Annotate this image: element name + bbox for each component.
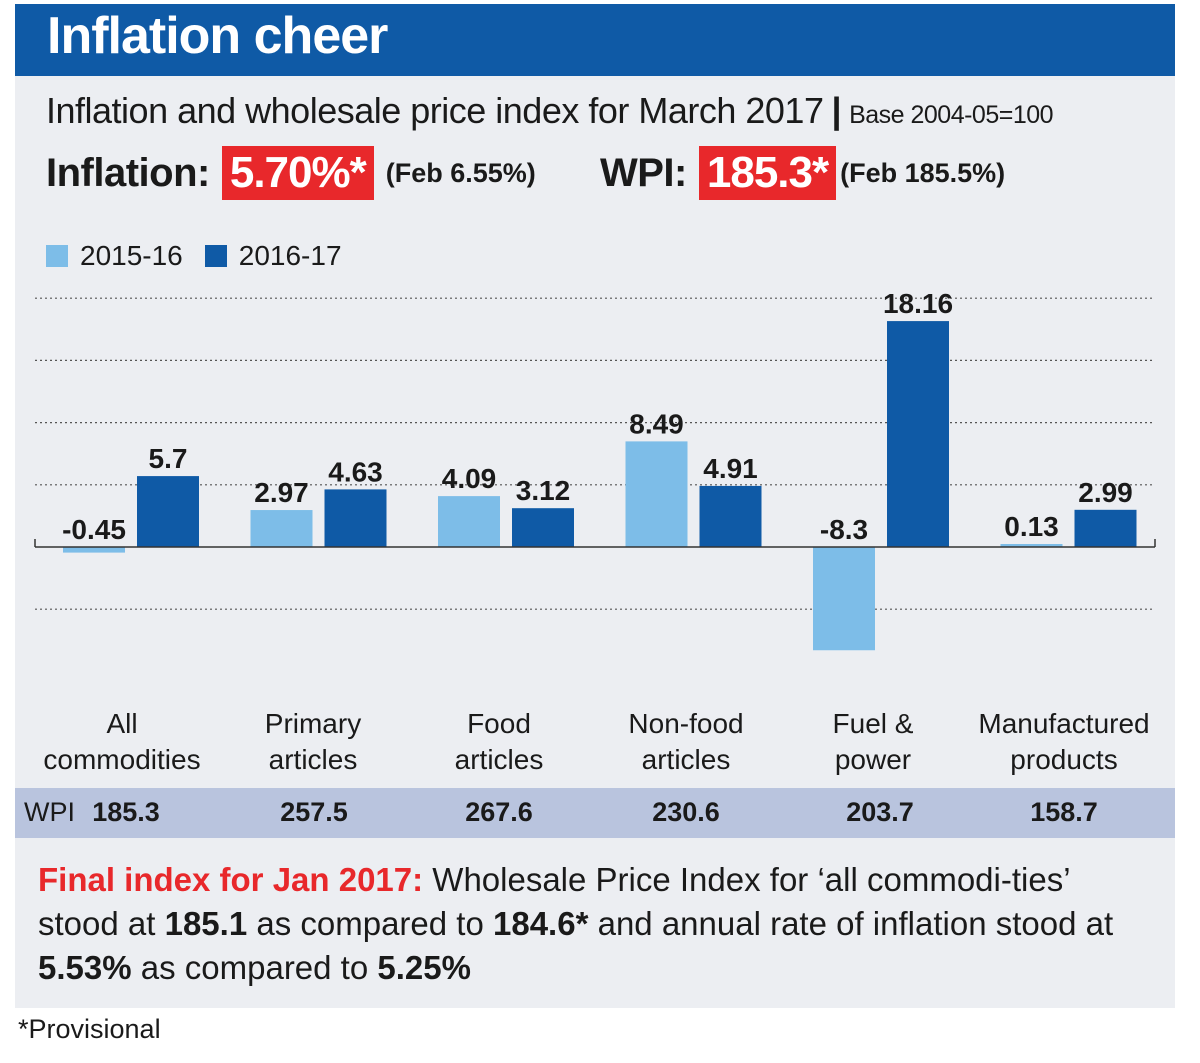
subtitle-text: Inflation and wholesale price index for … <box>46 90 824 131</box>
data-label: 5.7 <box>149 443 188 474</box>
bar-2016-17-0 <box>137 476 199 547</box>
category-label-line: products <box>1010 744 1118 775</box>
chart-panel <box>15 4 1175 1008</box>
wpi-feb-note: (Feb 185.5%) <box>840 157 1006 188</box>
bar-2016-17-2 <box>512 508 574 547</box>
data-label: 2.97 <box>254 477 309 508</box>
final-note-text-3: and annual rate of inflation stood at <box>588 905 1114 942</box>
inflation-kpi: Inflation: 5.70%* (Feb 6.55%) <box>46 146 536 200</box>
base-year-note: Base 2004-05=100 <box>849 101 1054 129</box>
chart-title: Inflation cheer <box>47 7 388 65</box>
data-label: 18.16 <box>883 288 953 319</box>
category-label-line: power <box>834 744 912 775</box>
category-label: All commodities <box>22 706 222 778</box>
final-note-text-4: as compared to <box>131 949 378 986</box>
wpi-kpi: WPI: 185.3* (Feb 185.5%) <box>600 146 1005 200</box>
wpi-kpi-value: 185.3* <box>698 146 837 200</box>
legend-label-2015-16: 2015-16 <box>80 240 183 271</box>
wpi-value: 267.6 <box>465 797 533 827</box>
category-label: Primary articles <box>213 706 413 778</box>
wpi-value: 158.7 <box>1030 797 1098 827</box>
final-note-value-4: 5.25% <box>377 949 471 986</box>
category-label-line: Non-food <box>628 708 744 739</box>
category-label: Fuel & power <box>773 706 973 778</box>
category-label-line: Food <box>467 708 531 739</box>
category-label-line: Manufactured <box>978 708 1150 739</box>
provisional-footnote: *Provisional <box>18 1014 161 1044</box>
wpi-value: 257.5 <box>280 797 348 827</box>
wpi-row-label: WPI <box>24 797 75 827</box>
bar-2015-16-0 <box>63 547 125 553</box>
data-label: -8.3 <box>820 514 868 545</box>
chart-legend: 2015-16 2016-17 <box>46 240 364 272</box>
legend-swatch-2015-16 <box>46 245 68 267</box>
bar-2016-17-3 <box>699 485 762 547</box>
legend-item-2015-16: 2015-16 <box>46 240 183 272</box>
wpi-value: 185.3 <box>92 797 160 827</box>
wpi-kpi-label: WPI: <box>600 150 687 195</box>
data-label: 4.91 <box>703 453 758 484</box>
category-label-line: All <box>106 708 138 739</box>
data-label: 3.12 <box>516 475 571 506</box>
category-label-line: commodities <box>43 744 201 775</box>
data-label: 8.49 <box>629 408 684 439</box>
wpi-value: 230.6 <box>652 797 720 827</box>
inflation-feb-note: (Feb 6.55%) <box>385 157 536 188</box>
final-note-value-3: 5.53% <box>38 949 132 986</box>
final-note-value-1: 185.1 <box>164 905 248 942</box>
category-label-line: Primary <box>264 708 362 739</box>
final-note-heading: Final index for Jan 2017: <box>38 861 424 898</box>
bar-2015-16-1 <box>250 510 313 547</box>
final-note-text-2: as compared to <box>247 905 493 942</box>
data-label: 2.99 <box>1078 477 1133 508</box>
inflation-value: 5.70%* <box>221 146 374 200</box>
bar-2015-16-5 <box>1000 544 1063 547</box>
title-bar: Inflation cheer <box>15 4 1175 76</box>
legend-item-2016-17: 2016-17 <box>204 240 342 272</box>
category-label-line: articles <box>641 744 731 775</box>
chart-subtitle: Inflation and wholesale price index for … <box>46 90 1054 132</box>
category-label-line: Fuel & <box>832 708 914 739</box>
bar-2016-17-1 <box>324 489 387 547</box>
final-index-note: Final index for Jan 2017: Wholesale Pric… <box>38 858 1148 990</box>
bar-2015-16-4 <box>813 547 875 651</box>
bar-2016-17-4 <box>887 321 949 547</box>
data-label: -0.45 <box>62 514 126 545</box>
bar-2016-17-5 <box>1074 509 1137 547</box>
category-label: Manufactured products <box>954 706 1174 778</box>
subtitle-separator: | <box>831 90 842 131</box>
bar-2015-16-3 <box>625 441 688 547</box>
wpi-row <box>15 788 1175 838</box>
inflation-label: Inflation: <box>46 150 210 195</box>
data-label: 4.63 <box>328 456 383 487</box>
legend-swatch-2016-17 <box>204 245 227 267</box>
final-note-text-1: Wholesale Price Index for ‘all commodi-t… <box>38 861 1070 942</box>
category-label: Non-food articles <box>586 706 786 778</box>
category-label-line: articles <box>454 744 544 775</box>
bar-2015-16-2 <box>438 496 500 547</box>
category-label-line: articles <box>268 744 358 775</box>
category-label: Food articles <box>399 706 599 778</box>
final-note-value-2: 184.6* <box>492 905 589 942</box>
legend-label-2016-17: 2016-17 <box>238 240 342 271</box>
data-label: 4.09 <box>442 463 497 494</box>
data-label: 0.13 <box>1004 511 1059 542</box>
wpi-value: 203.7 <box>846 797 914 827</box>
